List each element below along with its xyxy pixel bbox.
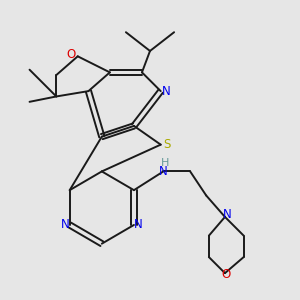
Text: N: N	[61, 218, 70, 231]
Text: H: H	[160, 158, 169, 168]
Text: N: N	[158, 165, 167, 178]
Text: O: O	[222, 268, 231, 281]
Text: N: N	[223, 208, 232, 221]
Text: S: S	[163, 138, 170, 151]
Text: N: N	[134, 218, 142, 231]
Text: O: O	[66, 49, 76, 62]
Text: N: N	[162, 85, 170, 98]
